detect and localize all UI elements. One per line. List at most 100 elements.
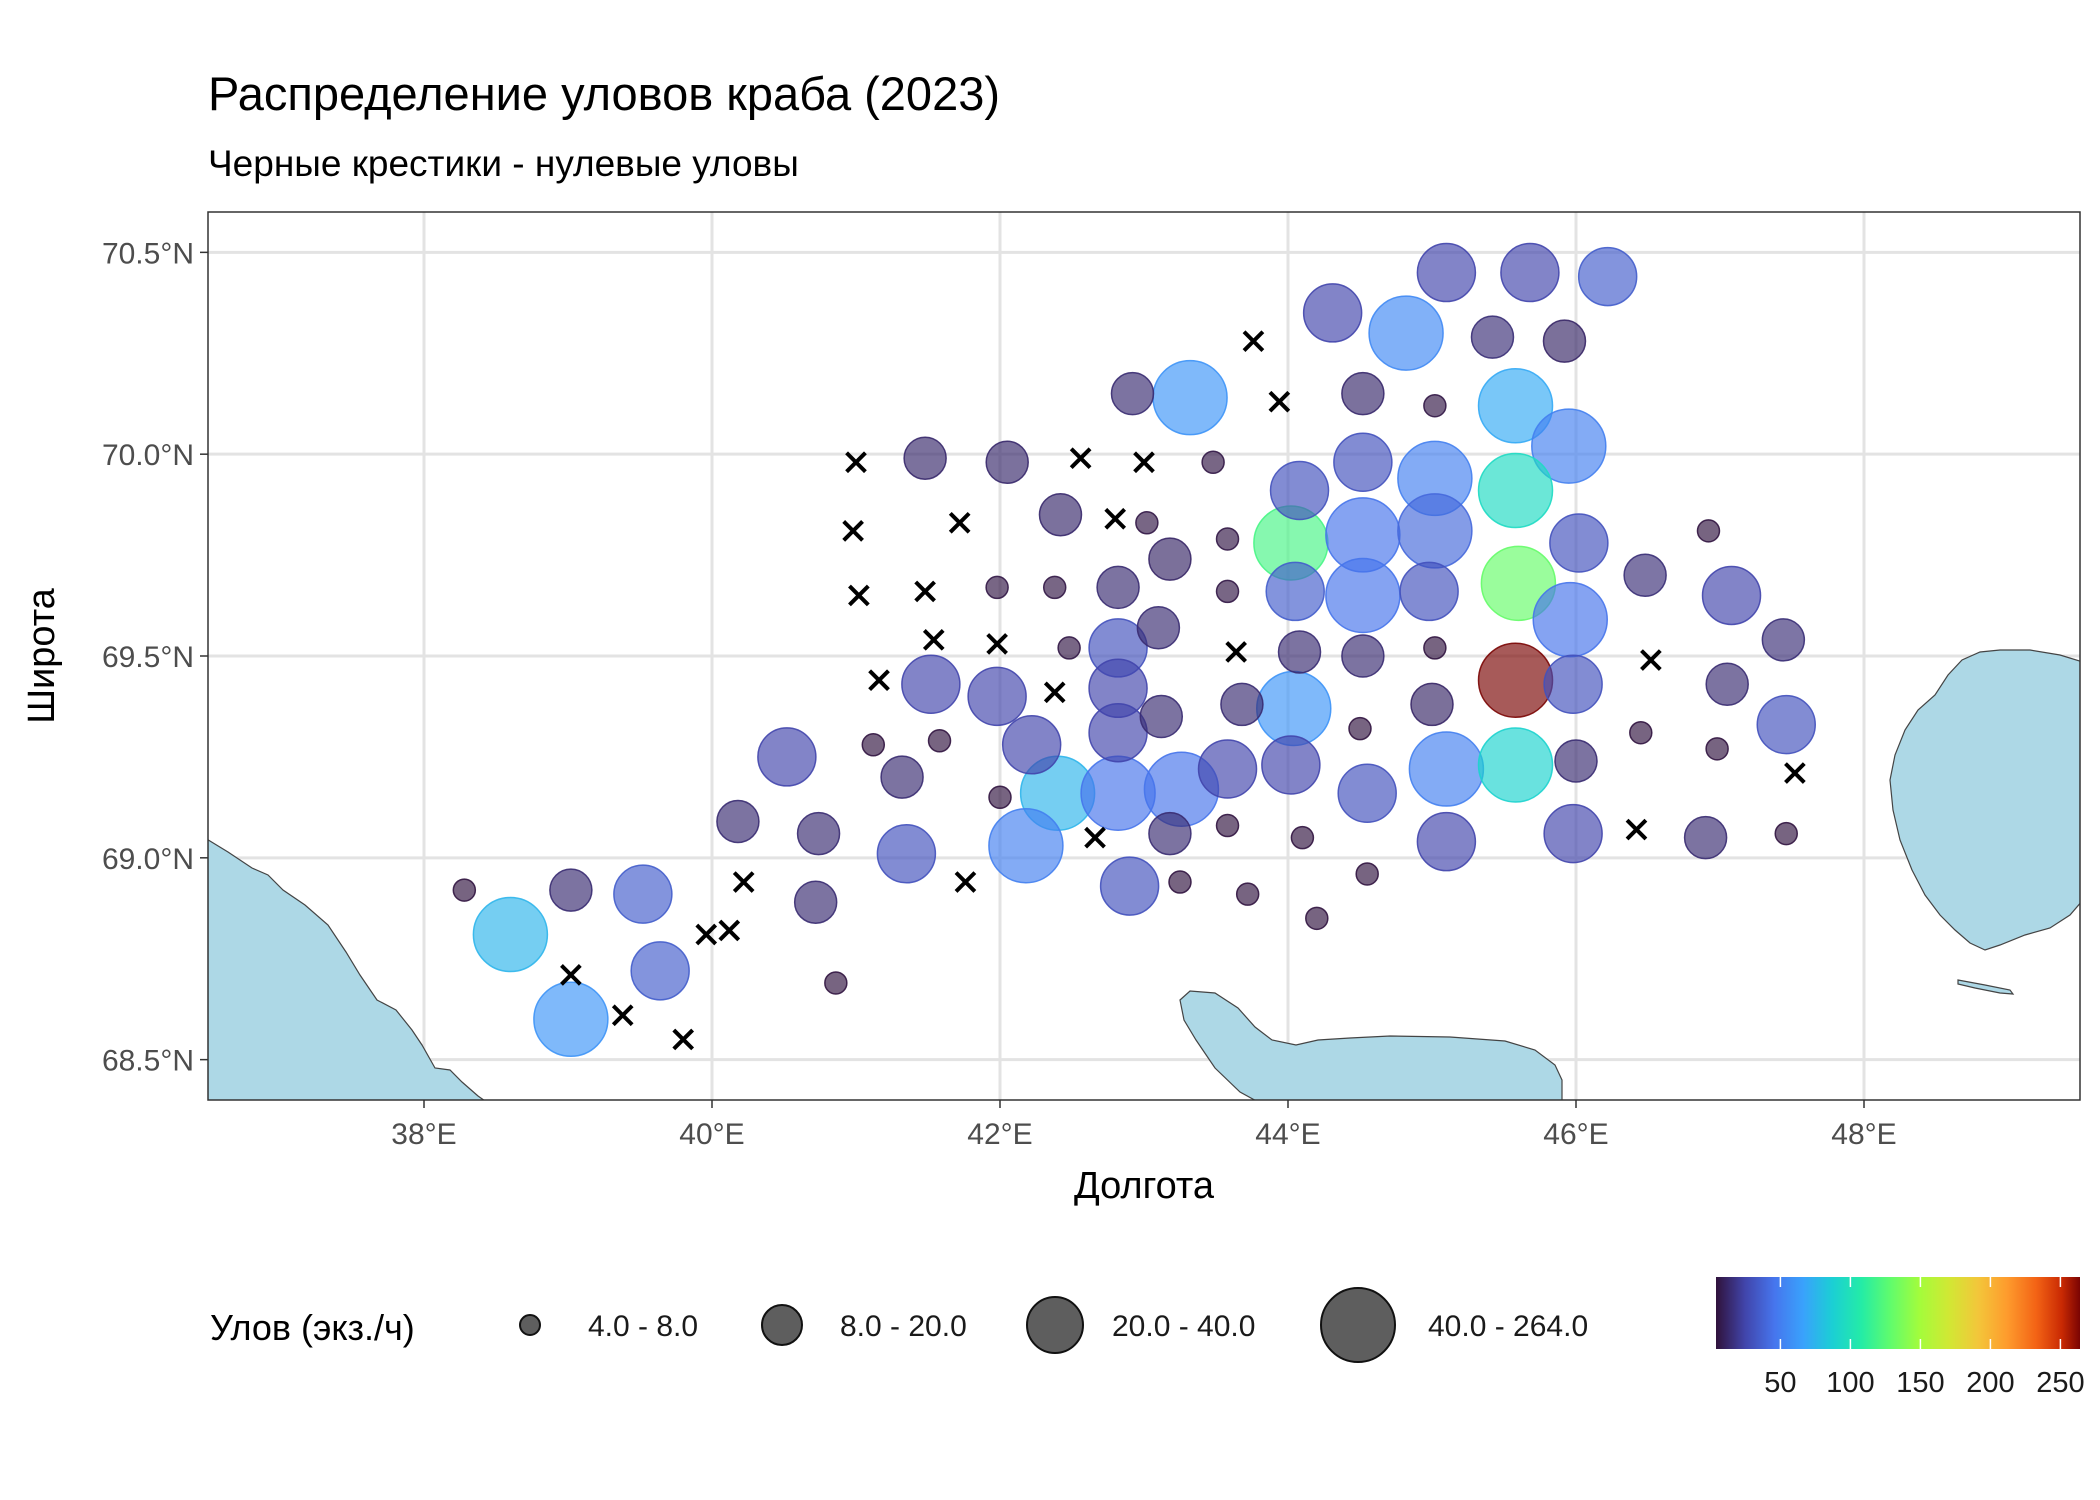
catch-bubble bbox=[1542, 319, 1587, 363]
zero-catch-marker bbox=[845, 451, 867, 474]
catch-bubble bbox=[1683, 815, 1728, 860]
catch-bubble bbox=[1477, 642, 1554, 718]
catch-bubble bbox=[1410, 682, 1454, 727]
colorbar-tick-label: 100 bbox=[1826, 1367, 1874, 1399]
catch-bubble bbox=[1290, 825, 1315, 850]
catch-bubble bbox=[1341, 371, 1385, 416]
catch-bubble bbox=[1277, 630, 1322, 674]
catch-bubble bbox=[716, 799, 760, 844]
size-legend-key bbox=[1320, 1287, 1396, 1363]
zero-catch-marker bbox=[868, 669, 890, 692]
catch-bubble bbox=[1756, 694, 1816, 755]
catch-bubble bbox=[1341, 634, 1385, 678]
catch-bubble bbox=[796, 811, 841, 856]
size-legend-key bbox=[1026, 1296, 1084, 1354]
zero-catch-marker bbox=[848, 584, 870, 607]
catch-bubble bbox=[1623, 553, 1667, 598]
catch-bubble bbox=[1470, 315, 1515, 359]
catch-bubble bbox=[630, 941, 690, 1001]
catch-bubble bbox=[1152, 359, 1228, 436]
catch-bubble bbox=[1774, 821, 1798, 846]
catch-bubble bbox=[1705, 737, 1729, 761]
catch-bubble bbox=[927, 729, 952, 753]
zero-catch-marker bbox=[718, 919, 741, 942]
zero-catch-marker bbox=[1084, 826, 1106, 849]
zero-catch-marker bbox=[1640, 649, 1662, 671]
x-axis-title: Долгота bbox=[1074, 1165, 1215, 1207]
catch-bubble bbox=[1355, 862, 1379, 886]
catch-bubble bbox=[861, 733, 886, 757]
catch-bubble bbox=[1215, 527, 1240, 551]
catch-bubble bbox=[1368, 295, 1444, 371]
x-tick-label: 44°E bbox=[1255, 1118, 1320, 1151]
catch-bubble bbox=[1201, 450, 1225, 475]
catch-bubble bbox=[1215, 579, 1240, 604]
catch-bubble bbox=[880, 755, 924, 799]
color-legend: 50 100 150 200 250 bbox=[1716, 1277, 2085, 1399]
catch-bubble bbox=[1088, 702, 1148, 763]
zero-catch-marker bbox=[672, 1028, 695, 1051]
catch-bubble bbox=[1305, 906, 1329, 931]
catch-bubble bbox=[1348, 716, 1372, 741]
size-legend-key bbox=[519, 1314, 541, 1336]
grid-lines bbox=[208, 212, 2080, 1100]
catch-bubble bbox=[1215, 813, 1240, 838]
zero-catch-marker bbox=[732, 871, 755, 893]
catch-bubble bbox=[1099, 856, 1160, 916]
catch-bubble bbox=[1302, 283, 1363, 343]
catch-bubble bbox=[988, 785, 1012, 810]
zero-catch-marker bbox=[611, 1004, 634, 1027]
catch-bubble bbox=[1261, 735, 1321, 795]
catch-bubble bbox=[1235, 882, 1260, 906]
land-kolguev-like-coast bbox=[1179, 990, 1563, 1100]
catch-bubble bbox=[1042, 575, 1067, 600]
catch-bubble bbox=[533, 981, 609, 1058]
catch-bubble bbox=[1577, 246, 1638, 307]
zero-catch-marker bbox=[1625, 818, 1648, 841]
catch-bubble bbox=[1136, 605, 1181, 650]
zero-catch-marker bbox=[1784, 762, 1806, 784]
catch-bubble bbox=[1096, 565, 1140, 610]
zero-catch-marker bbox=[922, 629, 945, 651]
size-legend-label: 40.0 - 264.0 bbox=[1428, 1310, 1588, 1343]
catch-bubble bbox=[903, 436, 947, 480]
catch-bubble bbox=[1500, 242, 1560, 303]
catch-bubble bbox=[1423, 393, 1447, 418]
x-tick-label: 40°E bbox=[679, 1118, 744, 1151]
zero-catch-markers-layer bbox=[560, 330, 1806, 1051]
catch-bubble bbox=[1110, 371, 1155, 416]
catch-bubble bbox=[1399, 561, 1459, 622]
catch-bubble bbox=[1148, 811, 1192, 856]
catch-bubble bbox=[1197, 739, 1258, 799]
catch-bubble bbox=[824, 971, 848, 995]
zero-catch-marker bbox=[1225, 641, 1247, 663]
catch-bubble bbox=[1038, 492, 1083, 537]
catch-bubble bbox=[1001, 715, 1062, 775]
catch-bubble bbox=[1696, 519, 1721, 543]
catch-bubble bbox=[1629, 720, 1653, 745]
zero-catch-marker bbox=[1069, 447, 1092, 470]
land-kola-coast bbox=[208, 839, 485, 1100]
zero-catch-marker bbox=[954, 871, 977, 893]
colorbar-tick-label: 250 bbox=[2036, 1367, 2084, 1399]
zero-catch-marker bbox=[1104, 507, 1127, 530]
catch-bubble bbox=[1220, 682, 1264, 727]
catch-bubble bbox=[1265, 561, 1325, 622]
catch-bubble bbox=[1416, 811, 1477, 872]
catch-bubble bbox=[1477, 727, 1554, 803]
catch-bubble bbox=[1139, 694, 1184, 739]
chart-title: Распределение уловов краба (2023) bbox=[208, 67, 1000, 120]
catch-points-layer bbox=[452, 242, 1816, 1058]
colorbar bbox=[1716, 1277, 2080, 1349]
catch-bubble bbox=[1148, 537, 1192, 581]
size-legend-key bbox=[761, 1304, 803, 1346]
y-tick-label: 70.0°N bbox=[102, 439, 194, 472]
size-legend: Улов (экз./ч) 4.0 - 8.0 8.0 - 20.0 20.0 - … bbox=[210, 1287, 1588, 1363]
y-tick-label: 70.5°N bbox=[102, 237, 194, 270]
catch-bubble bbox=[1761, 618, 1806, 662]
catch-bubble bbox=[1543, 654, 1603, 715]
zero-catch-marker bbox=[695, 923, 718, 946]
zero-catch-marker bbox=[842, 520, 864, 542]
catch-bubble bbox=[985, 440, 1029, 485]
